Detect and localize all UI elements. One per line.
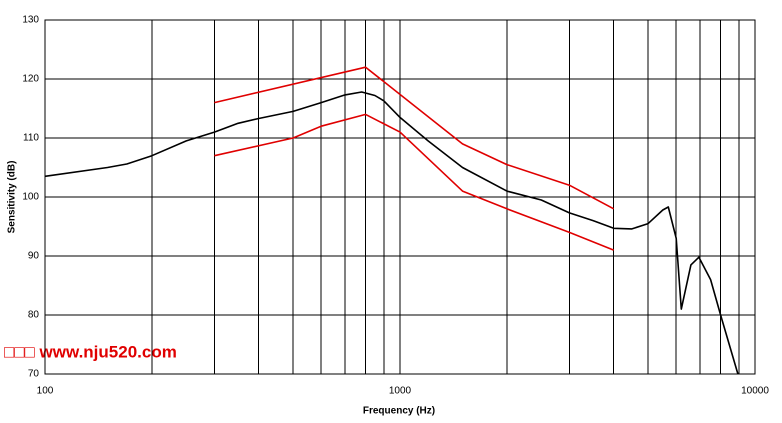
y-tick-label: 70 bbox=[28, 369, 40, 380]
x-tick-label: 10000 bbox=[741, 386, 769, 397]
x-axis-label: Frequency (Hz) bbox=[363, 406, 435, 417]
y-tick-label: 80 bbox=[28, 310, 40, 321]
series-line bbox=[44, 91, 739, 375]
y-tick-label: 120 bbox=[22, 74, 39, 85]
y-tick-label: 110 bbox=[23, 133, 39, 144]
y-tick-label: 130 bbox=[22, 15, 39, 26]
series-line bbox=[214, 66, 615, 210]
y-tick-label: 100 bbox=[22, 192, 39, 203]
series-line bbox=[214, 113, 614, 251]
watermark: □□□ www.nju520.com bbox=[4, 342, 177, 361]
x-tick-label: 1000 bbox=[389, 386, 412, 397]
x-tick-label: 100 bbox=[37, 386, 54, 397]
y-axis-label: Sensitivity (dB) bbox=[7, 161, 18, 234]
y-tick-label: 90 bbox=[28, 251, 40, 262]
